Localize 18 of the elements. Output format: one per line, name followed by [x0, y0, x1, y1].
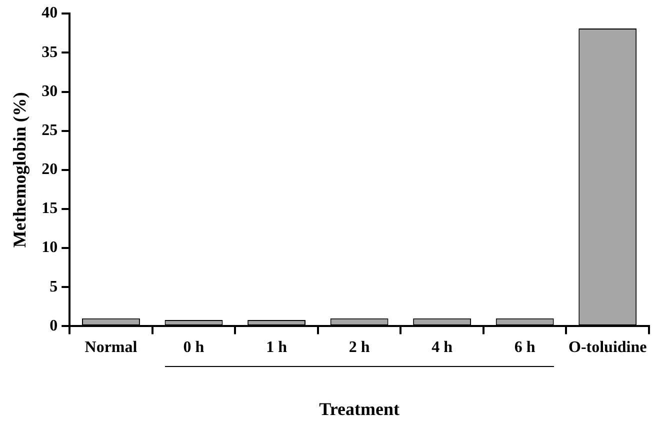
y-tick-label: 20 — [42, 161, 58, 178]
y-axis-title: Methemoglobin (%) — [9, 92, 30, 248]
x-tick-label: Normal — [84, 338, 138, 356]
x-tick-label: 1 h — [266, 338, 288, 356]
x-tick-label: 0 h — [183, 338, 204, 356]
x-tick-label: 6 h — [514, 338, 536, 356]
x-tick-label: 4 h — [432, 338, 453, 356]
y-tick-label: 35 — [42, 44, 58, 61]
y-tick-label: 30 — [42, 82, 58, 100]
y-tick-label: 15 — [42, 200, 58, 218]
y-tick-label: 40 — [42, 4, 58, 22]
x-tick-label: 2 h — [348, 338, 370, 356]
y-tick-label: 0 — [50, 317, 58, 334]
y-tick-label: 5 — [50, 278, 58, 296]
y-tick-label: 25 — [42, 122, 58, 139]
y-tick-label: 10 — [42, 239, 58, 256]
x-tick-label: O-toluidine — [568, 338, 647, 356]
x-axis-title: Treatment — [319, 398, 400, 419]
